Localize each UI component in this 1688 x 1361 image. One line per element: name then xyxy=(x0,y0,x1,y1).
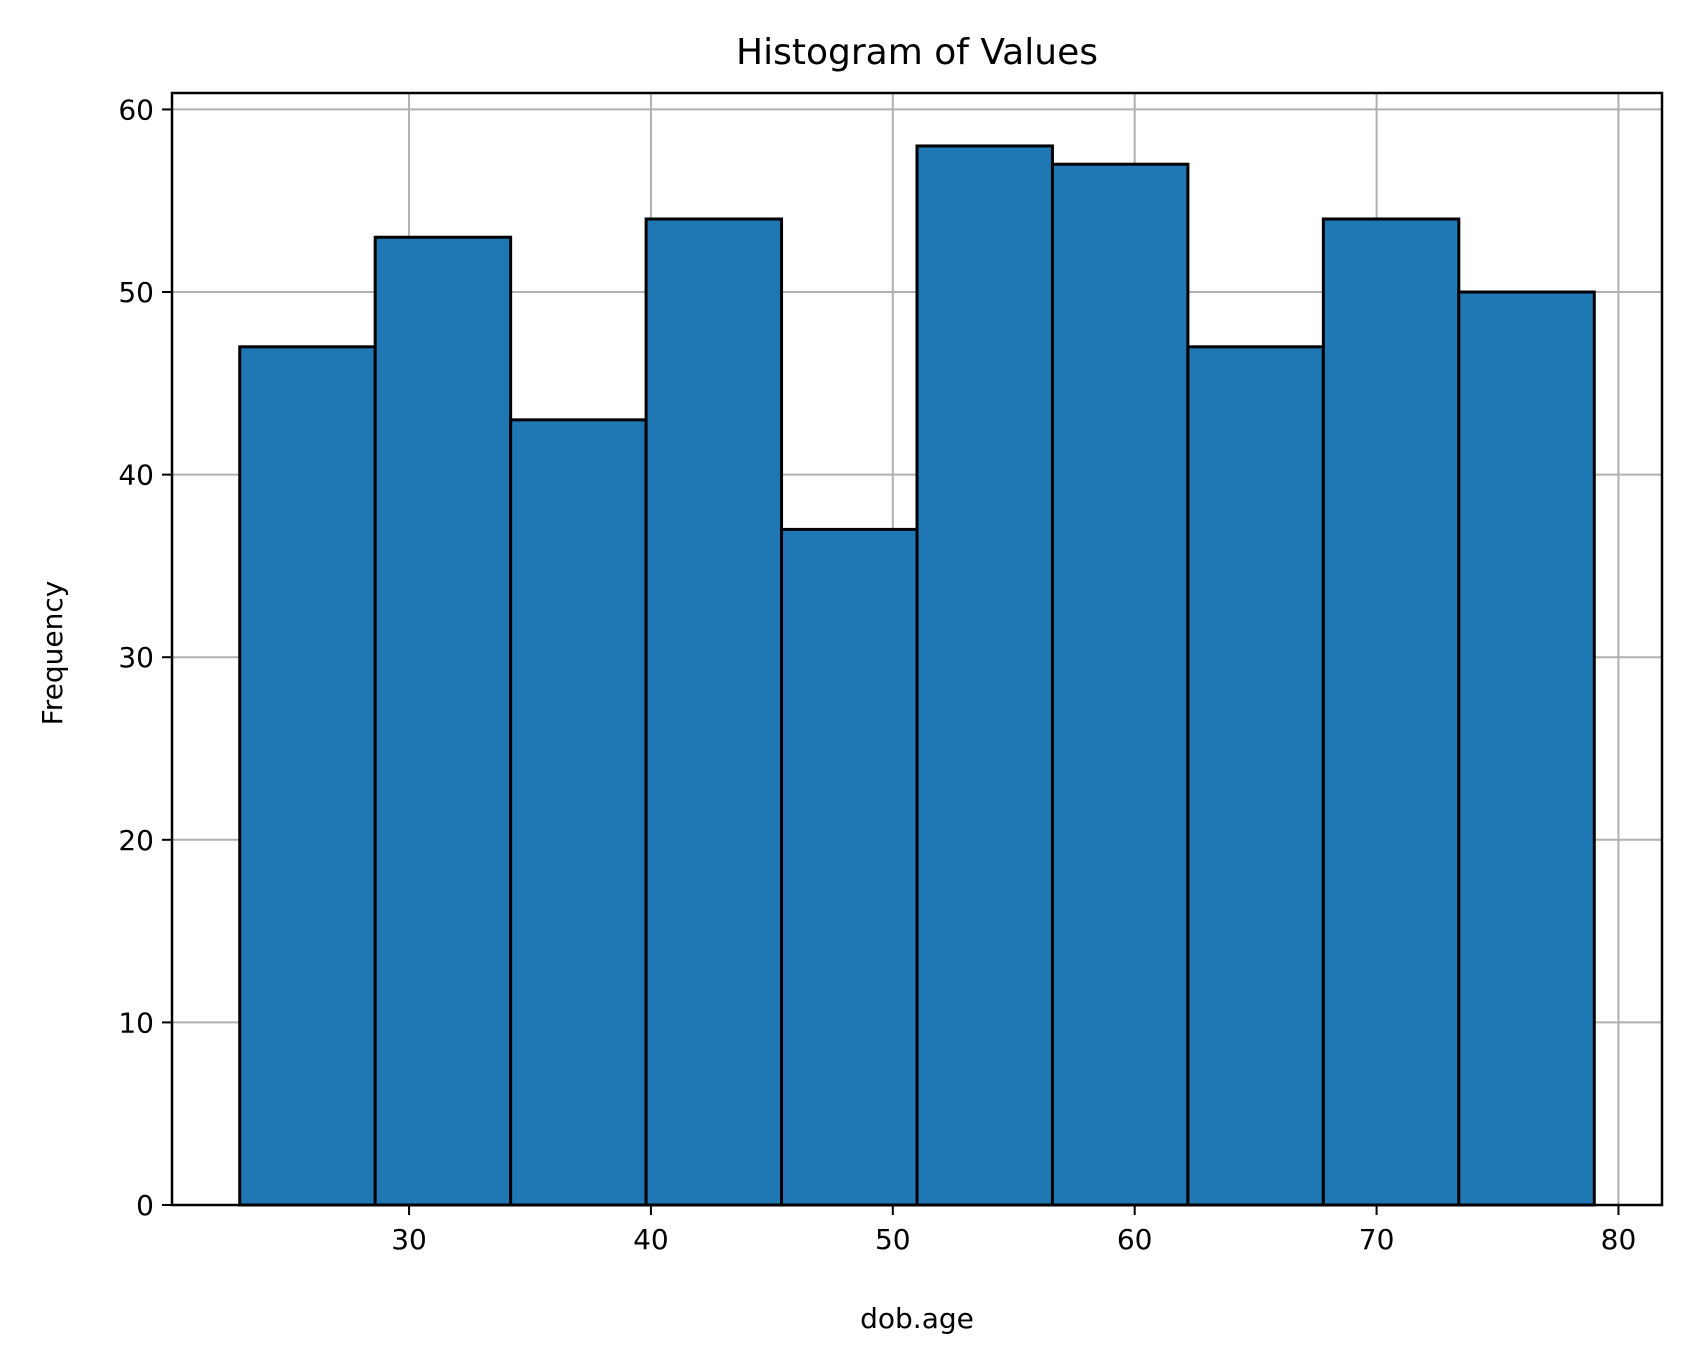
histogram-bar xyxy=(1050,162,1190,1207)
histogram-bar xyxy=(915,144,1054,1207)
histogram-bar xyxy=(373,235,513,1207)
histogram-bar xyxy=(1321,217,1461,1207)
histogram-bars xyxy=(238,144,1596,1207)
histogram-bar xyxy=(644,217,784,1207)
histogram-bar xyxy=(509,418,648,1207)
histogram-bar xyxy=(1186,345,1325,1207)
axes xyxy=(170,91,1664,1207)
y-tick-label: 50 xyxy=(118,276,154,309)
y-tick-label: 40 xyxy=(118,459,154,492)
y-tick-label: 30 xyxy=(118,641,154,674)
y-tick-label: 10 xyxy=(118,1006,154,1039)
x-axis-ticks: 30 40 50 60 70 80 xyxy=(391,1205,1636,1256)
histogram-bar xyxy=(1457,290,1596,1207)
plot-frame xyxy=(170,91,1664,1207)
y-axis-ticks: 0 10 20 30 40 50 60 xyxy=(118,93,172,1222)
histogram-bar xyxy=(238,345,377,1207)
x-tick-label: 60 xyxy=(1117,1223,1153,1256)
x-axis-label: dob.age xyxy=(860,1302,974,1335)
y-tick-label: 0 xyxy=(136,1189,154,1222)
y-tick-label: 60 xyxy=(118,93,154,126)
x-tick-label: 70 xyxy=(1359,1223,1395,1256)
histogram-bar xyxy=(780,527,919,1207)
y-axis-label: Frequency xyxy=(36,581,69,726)
x-tick-label: 50 xyxy=(875,1223,911,1256)
x-tick-label: 80 xyxy=(1601,1223,1637,1256)
chart-title: Histogram of Values xyxy=(736,32,1098,73)
x-tick-label: 30 xyxy=(391,1223,427,1256)
x-tick-label: 40 xyxy=(633,1223,669,1256)
y-tick-label: 20 xyxy=(118,824,154,857)
